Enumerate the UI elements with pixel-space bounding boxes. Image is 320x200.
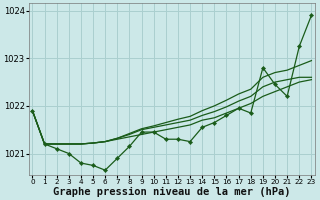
X-axis label: Graphe pression niveau de la mer (hPa): Graphe pression niveau de la mer (hPa) xyxy=(53,186,291,197)
